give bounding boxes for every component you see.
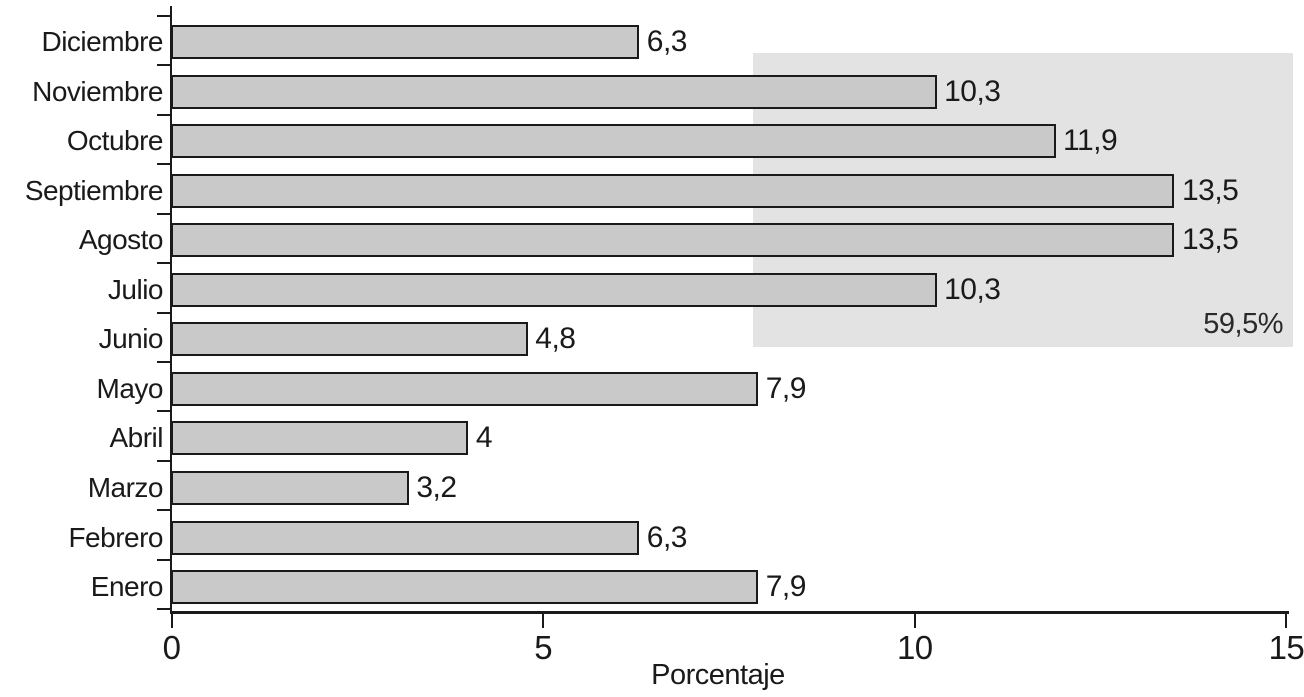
bar	[171, 124, 1056, 159]
y-axis-tick	[157, 459, 171, 462]
x-axis-line	[170, 611, 1289, 614]
y-axis-tick	[157, 212, 171, 215]
y-axis-tick	[157, 113, 171, 116]
category-label: Noviembre	[32, 75, 163, 107]
x-axis-tick	[1285, 611, 1288, 628]
value-label: 4,8	[535, 322, 576, 356]
category-label: Enero	[90, 571, 164, 603]
bar	[171, 25, 640, 59]
value-label: 7,9	[765, 371, 807, 405]
category-label: Mayo	[96, 372, 164, 404]
x-axis-tick	[913, 611, 916, 628]
x-axis-title: Porcentaje	[651, 659, 785, 691]
value-label: 13,5	[1181, 223, 1239, 257]
y-axis-tick	[157, 558, 171, 561]
value-label: 6,3	[646, 520, 688, 554]
x-tick-label: 15	[1268, 629, 1304, 666]
y-axis-tick	[157, 360, 171, 363]
value-label: 10,3	[944, 272, 1001, 306]
bar	[171, 74, 937, 109]
category-label: Abril	[109, 422, 163, 454]
highlight-total-label: 59,5%	[1203, 308, 1283, 340]
y-axis-line	[170, 6, 172, 613]
category-label: Marzo	[87, 471, 164, 503]
value-label: 3,2	[416, 470, 457, 504]
bar	[171, 173, 1175, 208]
y-axis-tick	[157, 410, 171, 413]
bar	[171, 520, 640, 555]
value-label: 13,5	[1181, 173, 1239, 207]
value-label: 4	[475, 421, 493, 455]
value-label: 11,9	[1063, 124, 1118, 158]
y-axis-tick	[157, 64, 171, 67]
value-label: 10,3	[944, 74, 1001, 108]
category-label: Junio	[98, 323, 164, 355]
category-label: Octubre	[66, 125, 164, 157]
bar	[171, 322, 528, 357]
category-label: Febrero	[68, 521, 163, 553]
category-label: Septiembre	[24, 174, 164, 206]
y-axis-tick	[157, 163, 171, 166]
bar	[171, 421, 469, 456]
value-label: 6,3	[646, 25, 688, 58]
category-label: Diciembre	[41, 26, 163, 57]
x-axis-tick	[542, 611, 545, 628]
y-axis-tick	[157, 608, 171, 611]
value-label: 7,9	[765, 570, 807, 604]
y-axis-tick	[157, 15, 171, 17]
bar	[171, 272, 937, 307]
category-label: Julio	[107, 273, 164, 305]
y-axis-tick	[157, 509, 171, 512]
x-axis-tick	[170, 611, 173, 628]
x-tick-label: 10	[896, 629, 933, 666]
y-axis-tick	[157, 262, 171, 265]
bar	[171, 470, 409, 505]
bar	[171, 371, 759, 406]
category-label: Agosto	[78, 224, 164, 256]
bar	[171, 223, 1175, 258]
bar	[171, 570, 759, 605]
y-axis-tick	[157, 311, 171, 314]
x-tick-label: 0	[162, 629, 181, 666]
x-tick-label: 5	[534, 629, 553, 666]
